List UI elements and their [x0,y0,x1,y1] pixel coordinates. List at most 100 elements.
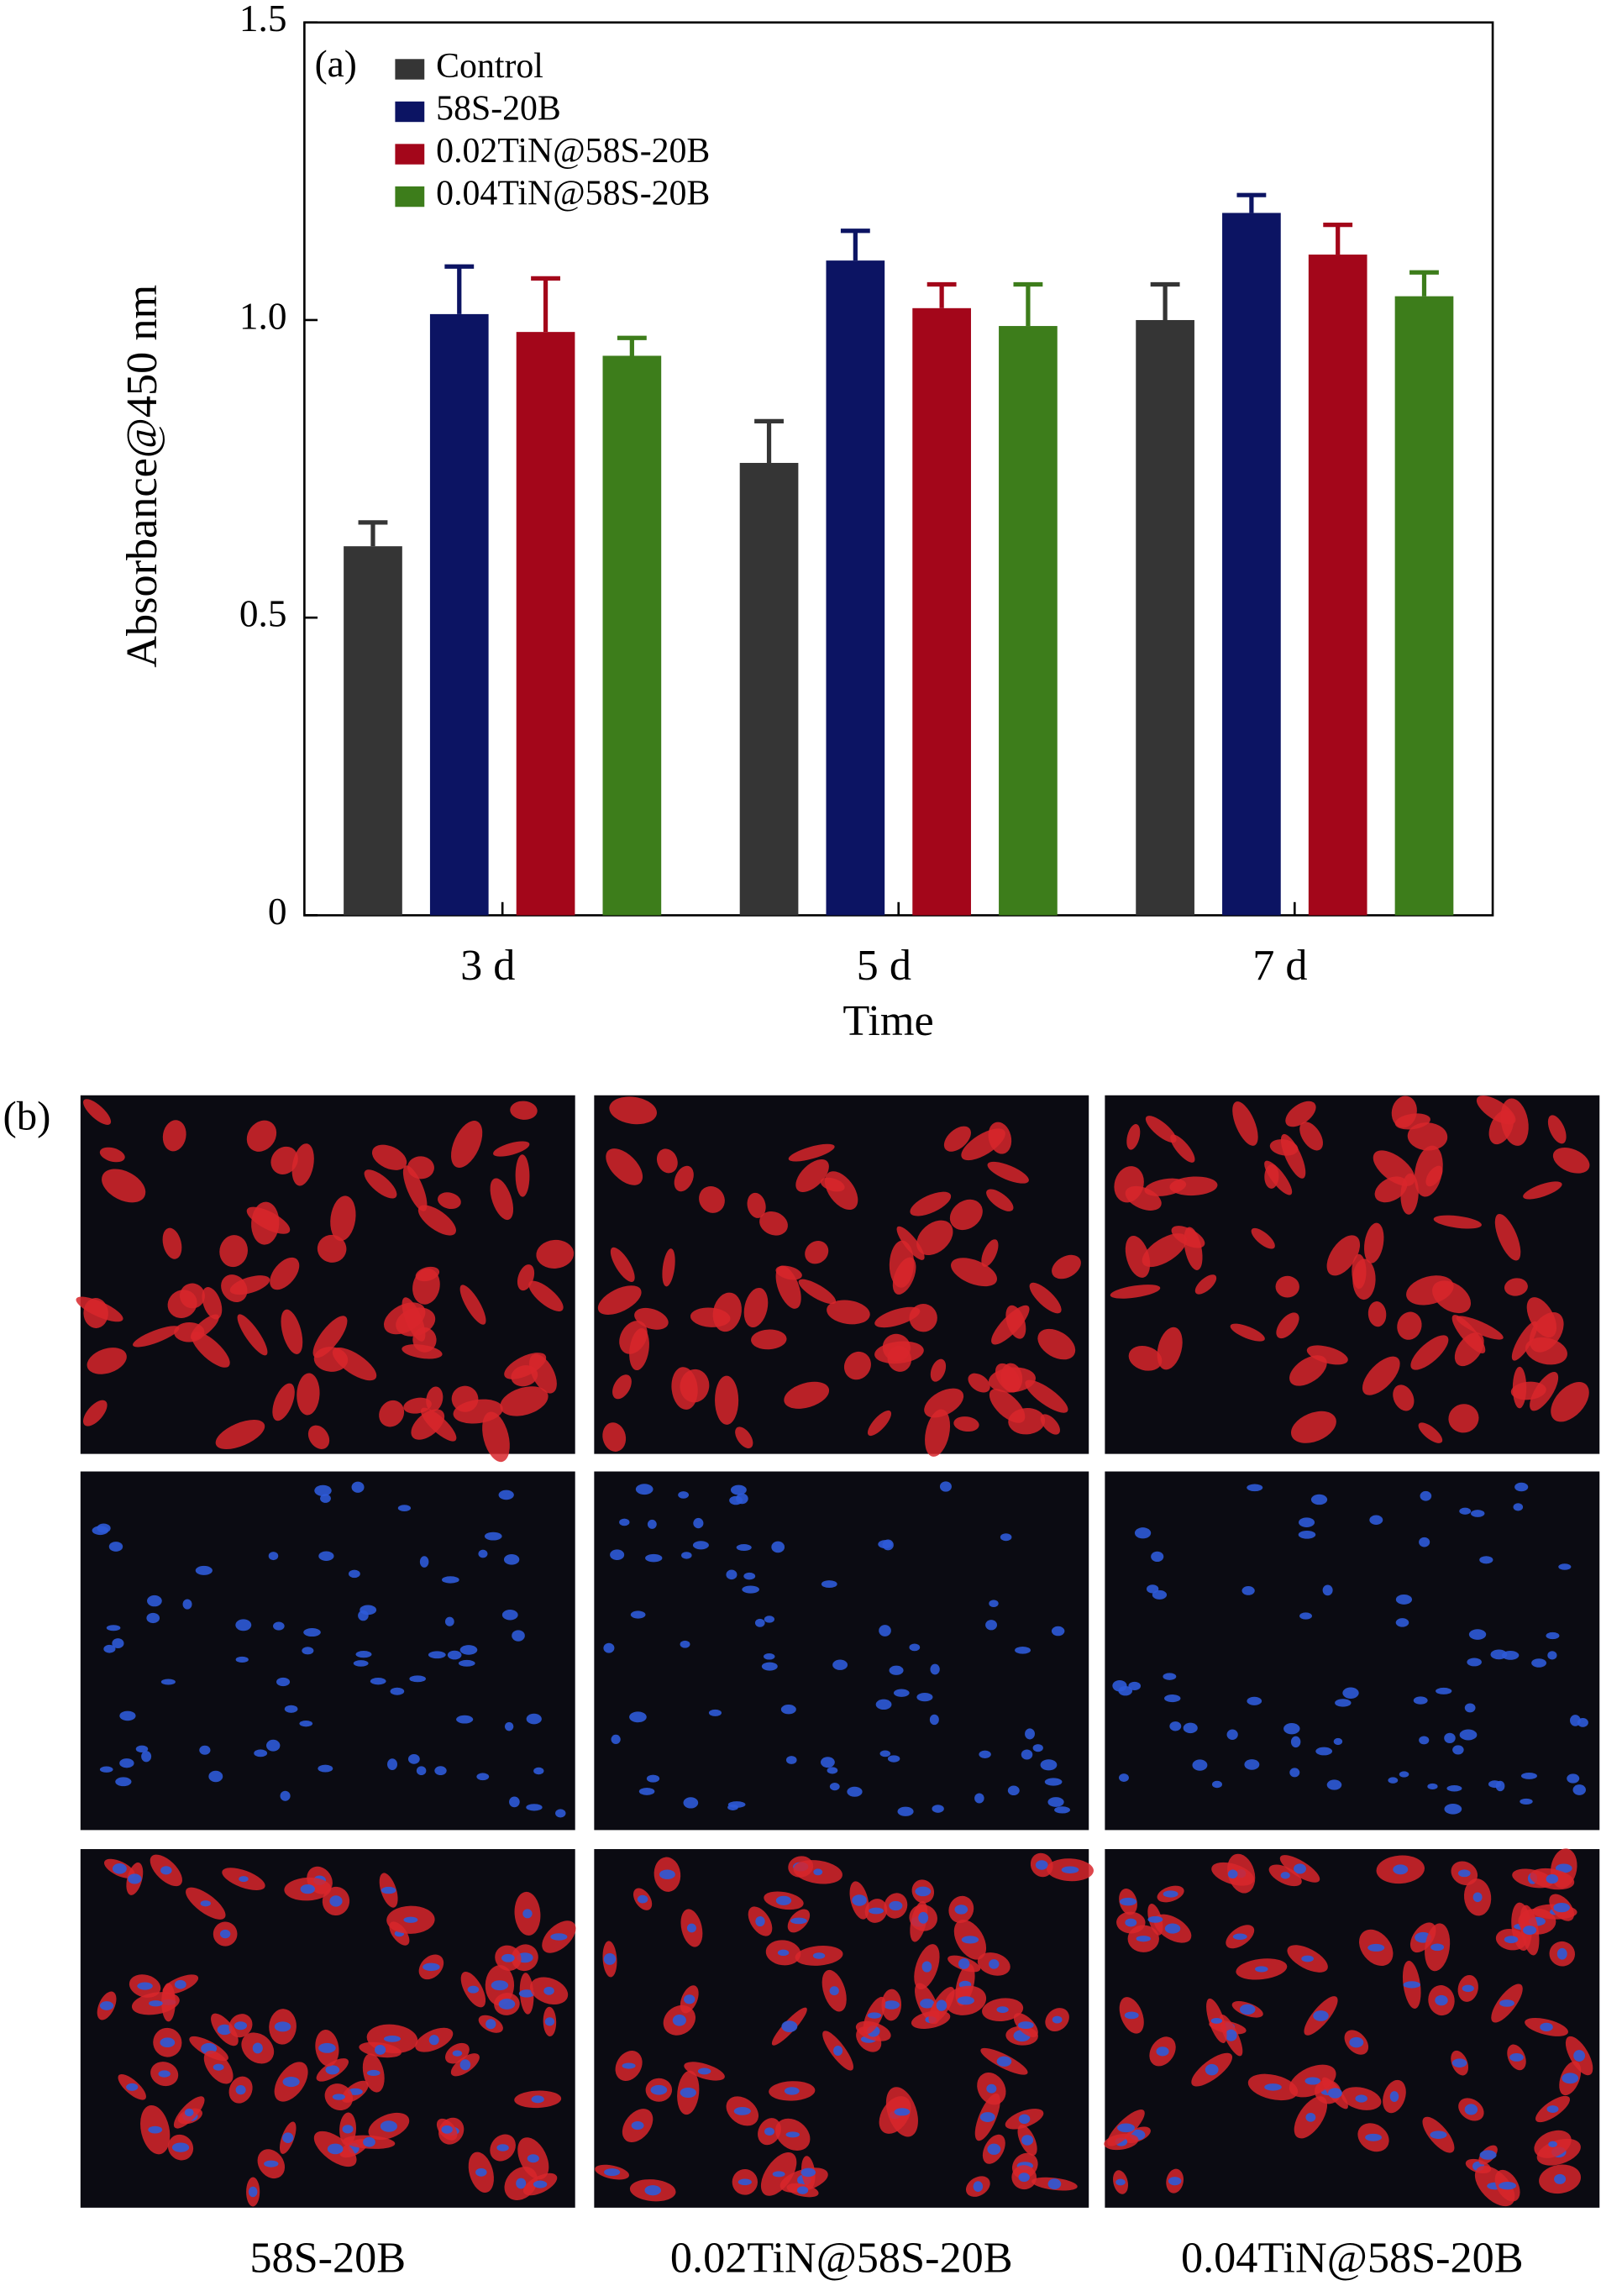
nucleus [496,2144,509,2152]
nucleus [112,1863,127,1874]
error-bar [358,520,388,547]
cell [1110,1285,1161,1299]
error-bar [617,335,647,356]
nucleus [409,1675,426,1683]
nucleus [459,1645,478,1655]
cell [291,1143,314,1186]
nucleus [1226,1729,1238,1740]
cell [1525,1337,1567,1365]
cell [949,1199,983,1231]
cell [916,1220,953,1256]
cell [968,1373,990,1393]
cell [1232,1101,1258,1146]
nucleus [478,1549,488,1558]
nucleus [989,1959,1000,1969]
cell [882,1333,911,1362]
nucleus [603,1952,617,1965]
nucleus [266,1739,281,1752]
nucleus [1435,1994,1448,2006]
nucleus [195,1565,213,1575]
nucleus [1304,2077,1320,2085]
nucleus [1035,1860,1048,1870]
cell [517,1264,535,1291]
nucleus [681,1552,692,1559]
nucleus [736,1493,748,1505]
nucleus [434,1766,447,1776]
nucleus [1128,1681,1142,1691]
cell [910,1191,952,1216]
nucleus [1047,1797,1064,1807]
cell [1433,1215,1482,1229]
nucleus [533,1767,544,1775]
nucleus [813,1868,823,1876]
cell [629,1328,649,1371]
cell [953,1416,979,1432]
nucleus [957,1996,974,2005]
cell [735,1426,753,1449]
nucleus [174,1979,186,1989]
error-bar [1409,270,1439,297]
cell [133,1326,180,1348]
nucleus [99,2001,114,2010]
nucleus [1567,1773,1580,1784]
nucleus [219,1929,231,1939]
cell [1169,1176,1218,1196]
nucleus [796,2186,809,2194]
cell [1547,1115,1567,1144]
nucleus [1444,1732,1456,1743]
nucleus [785,2131,800,2138]
cell [1494,1213,1521,1261]
cell [775,1265,801,1309]
nucleus [1389,2091,1399,2102]
cell [364,1169,397,1199]
nucleus [1553,1903,1570,1913]
cell [417,1205,456,1236]
nucleus [918,1911,929,1924]
nucleus [958,1958,970,1969]
y-tick-label: 0 [268,891,287,933]
cell [896,1226,925,1260]
cell [83,1099,112,1125]
nucleus [1061,1866,1079,1873]
cell [606,1148,643,1185]
cell [237,1314,268,1356]
nucleus [325,2065,340,2075]
nucleus [1464,1703,1476,1713]
cell [1276,1312,1299,1339]
nucleus [1290,1736,1301,1748]
nucleus [1393,1864,1409,1875]
error-bar [926,281,957,308]
nucleus [1452,1745,1464,1755]
cell [246,1120,277,1152]
nucleus [147,1595,162,1607]
nucleus [213,2063,224,2071]
nucleus [353,1660,369,1667]
nucleus [1322,1584,1333,1596]
nucleus [128,1873,142,1884]
cell [1142,1233,1187,1268]
nucleus [119,1758,134,1768]
column-label: 0.04TiN@58S-20B [1181,2233,1524,2282]
cell [759,1211,788,1236]
nucleus [889,1900,903,1911]
cell [612,1374,632,1400]
nucleus [103,1644,116,1653]
nucleus [1479,2150,1497,2160]
cell [1393,1384,1415,1411]
nucleus [1572,1784,1586,1795]
nucleus [252,2042,263,2054]
nucleus [1225,2029,1237,2041]
nucleus [1052,2015,1063,2024]
nucleus [733,2107,751,2115]
nucleus [790,1917,807,1925]
cell [1194,1274,1217,1295]
cell [379,1400,405,1427]
nucleus [235,1656,249,1663]
nucleus [847,1786,863,1797]
nucleus [160,2037,176,2048]
nucleus [1470,1510,1485,1517]
nucleus [282,2132,294,2143]
nucleus [135,1745,149,1753]
nucleus [1280,1872,1290,1879]
nucleus [954,1905,968,1915]
